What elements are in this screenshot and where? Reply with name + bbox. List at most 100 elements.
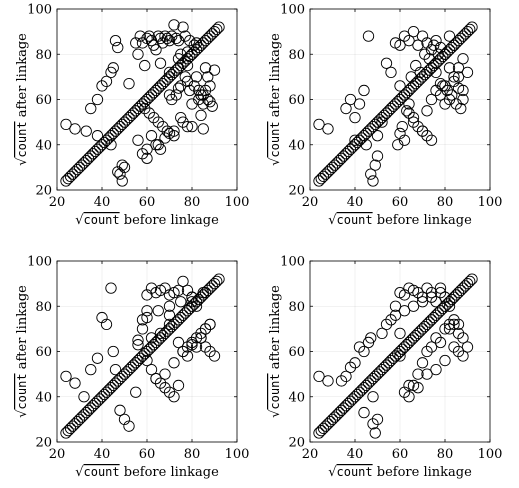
data-point	[172, 379, 185, 392]
y-axis-label: √count after linkage	[268, 285, 283, 418]
diagonal-point	[414, 73, 426, 85]
diagonal-point	[315, 173, 327, 185]
diagonal-point	[73, 161, 86, 174]
diagonal-point	[96, 139, 108, 151]
data-point	[421, 368, 433, 380]
diagonal-point	[342, 145, 354, 158]
y-axis-label-count: count	[15, 121, 29, 157]
data-point	[78, 391, 90, 403]
data-point	[421, 105, 433, 117]
data-point	[116, 175, 128, 187]
data-point	[430, 296, 442, 308]
data-point	[107, 62, 119, 74]
diagonal-point	[412, 327, 424, 340]
data-point	[369, 427, 381, 439]
diagonal-point	[211, 275, 223, 288]
sqrt-symbol: √	[328, 213, 337, 228]
diagonal-point	[166, 320, 178, 333]
y-axis-label: √count after linkage	[15, 285, 30, 418]
data-point	[358, 84, 370, 97]
diagonal-point	[132, 102, 144, 115]
data-point	[163, 386, 176, 398]
diagonal-point	[392, 96, 404, 108]
diagonal-point	[432, 55, 444, 67]
diagonal-point	[326, 161, 339, 174]
data-point	[159, 368, 171, 380]
diagonal-point	[123, 111, 135, 124]
diagonal-point	[213, 21, 225, 33]
x-axis-label-count: count	[84, 465, 120, 479]
diagonal-point	[425, 314, 438, 326]
sqrt-symbol: √	[75, 213, 84, 228]
diagonal-point	[103, 384, 115, 396]
data-point	[181, 350, 194, 362]
y-tick-label: 80	[288, 48, 305, 63]
diagonal-point	[392, 348, 404, 360]
data-point	[190, 37, 203, 49]
diagonal-point	[136, 350, 149, 362]
data-point	[349, 111, 361, 124]
diagonal-point	[394, 93, 406, 106]
data-point	[371, 150, 384, 162]
diagonal-point	[401, 339, 413, 351]
data-point	[432, 48, 444, 60]
y-tick-label: 80	[35, 48, 52, 63]
data-point	[168, 357, 180, 369]
diagonal-point	[139, 96, 151, 108]
data-point	[177, 345, 189, 358]
data-point	[145, 282, 158, 294]
diagonal-point	[324, 163, 336, 176]
diagonal-point	[466, 21, 478, 33]
data-point	[365, 332, 377, 344]
data-point	[96, 80, 108, 92]
diagonal-point	[428, 311, 440, 324]
diagonal-point	[448, 291, 460, 303]
diagonal-point	[443, 44, 456, 56]
x-tick-label: 80	[184, 195, 201, 210]
diagonal-point	[387, 100, 399, 112]
data-point	[152, 305, 164, 317]
diagonal-point	[172, 314, 185, 326]
data-point	[430, 66, 442, 79]
data-point	[150, 139, 162, 151]
diagonal-point	[450, 37, 462, 49]
diagonal-point	[367, 121, 379, 133]
data-point	[186, 121, 198, 133]
y-tick-label: 100	[280, 255, 305, 270]
data-point	[437, 80, 449, 92]
data-point	[139, 59, 151, 72]
diagonal-point	[127, 107, 140, 119]
diagonal-point	[197, 289, 209, 301]
data-point	[141, 152, 153, 164]
x-axis-label-text: before linkage	[120, 213, 219, 228]
x-tick-label: 100	[478, 447, 503, 462]
data-point	[143, 107, 155, 119]
data-point	[195, 332, 207, 344]
data-point	[385, 66, 397, 79]
data-point	[206, 100, 218, 112]
y-tick-label: 40	[288, 390, 305, 405]
data-point	[448, 318, 460, 330]
data-point	[172, 82, 185, 94]
data-point	[448, 314, 460, 326]
data-point	[412, 368, 424, 380]
diagonal-point	[202, 32, 214, 45]
sqrt-symbol: √	[15, 157, 30, 166]
diagonal-point	[313, 427, 325, 439]
diagonal-point	[80, 406, 92, 419]
diagonal-point	[421, 318, 433, 330]
x-axis-label: √count before linkage	[328, 213, 472, 228]
diagonal-point	[320, 420, 332, 432]
data-point	[100, 318, 113, 330]
data-point	[186, 291, 198, 303]
diagonal-point	[172, 62, 185, 74]
diagonal-point	[157, 330, 169, 342]
data-point	[60, 118, 72, 131]
data-point	[403, 391, 415, 403]
data-point	[322, 375, 334, 387]
diagonal-point	[109, 125, 122, 137]
data-point	[398, 134, 411, 146]
data-point	[190, 71, 203, 83]
y-axis-label-count: count	[15, 373, 29, 409]
